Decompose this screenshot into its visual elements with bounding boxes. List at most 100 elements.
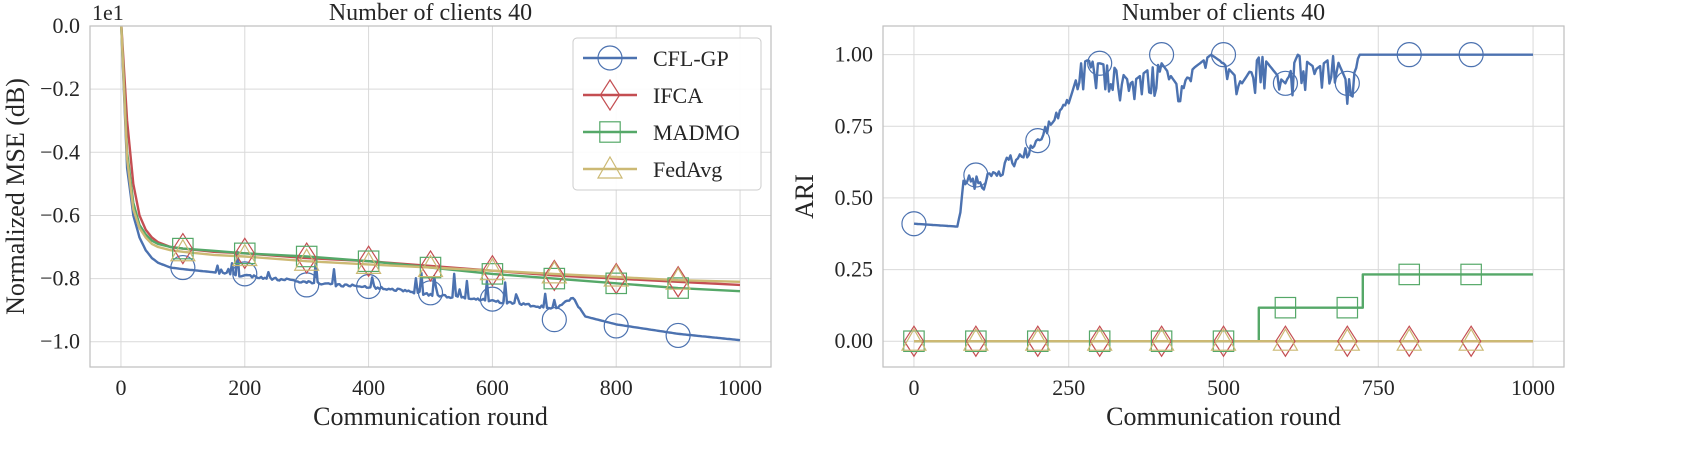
marker-fedavg [603, 263, 630, 287]
marker-madmo [1212, 330, 1235, 353]
marker-madmo [295, 245, 318, 268]
series-line-cfl-gp [913, 53, 1533, 228]
y-tick-label: −0.8 [40, 266, 80, 291]
marker-ifca [358, 245, 379, 278]
marker-ifca [544, 259, 565, 292]
y-tick-label: 0.25 [835, 257, 874, 282]
marker-madmo [481, 263, 504, 285]
marker-fedavg [1210, 328, 1237, 351]
y-tick-label: −1.0 [40, 329, 80, 354]
marker-fedavg [1396, 328, 1423, 351]
x-tick-label: 500 [1207, 375, 1240, 400]
x-tick-label: 250 [1052, 375, 1085, 400]
marker-cfl-gp [1087, 50, 1113, 76]
marker-fedavg [1272, 328, 1299, 351]
marker-madmo [1398, 263, 1421, 286]
legend-box [572, 37, 762, 191]
legend-label: CFL-GP [653, 46, 729, 71]
marker-ifca [1151, 325, 1172, 358]
marker-cfl-gp [232, 261, 258, 287]
legend-marker-madmo [599, 121, 621, 143]
marker-cfl-gp [665, 322, 691, 349]
marker-cfl-gp [170, 254, 196, 281]
marker-madmo [667, 277, 689, 299]
x-axis-label: Communication round [1106, 402, 1341, 431]
marker-madmo [1026, 330, 1049, 353]
marker-cfl-gp [355, 273, 382, 300]
x-tick-label: 800 [600, 375, 633, 400]
x-tick-label: 1000 [1511, 375, 1555, 400]
marker-cfl-gp [603, 313, 629, 339]
marker-madmo [172, 237, 194, 260]
x-tick-label: 200 [228, 375, 261, 400]
marker-fedavg [479, 257, 506, 281]
marker-madmo [965, 330, 987, 353]
marker-fedavg [900, 328, 927, 351]
marker-fedavg [417, 254, 444, 278]
marker-fedavg [231, 243, 258, 267]
marker-ifca [1213, 325, 1234, 358]
marker-madmo [1150, 330, 1173, 353]
marker-fedavg [541, 260, 568, 284]
legend-label: IFCA [653, 83, 703, 108]
y-tick-label: −0.6 [40, 202, 80, 227]
y-axis-label: Normalized MSE (dB) [1, 78, 30, 315]
marker-madmo [1336, 296, 1359, 319]
chart-title: Number of clients 40 [1122, 0, 1325, 26]
x-tick-label: 0 [115, 375, 126, 400]
marker-cfl-gp [1272, 70, 1299, 96]
legend: CFL-GP IFCA MADMO FedAvg [572, 37, 762, 191]
marker-fedavg [665, 266, 692, 290]
y-tick-label: 0.00 [835, 328, 874, 353]
marker-fedavg [1148, 328, 1175, 351]
marker-cfl-gp [1210, 42, 1237, 68]
marker-madmo [357, 250, 380, 273]
marker-ifca [1275, 325, 1296, 358]
marker-ifca [1027, 325, 1049, 358]
marker-ifca [172, 232, 194, 265]
y-tick-label: −0.2 [40, 76, 80, 101]
marker-fedavg [1024, 328, 1051, 351]
x-tick-label: 1000 [718, 375, 762, 400]
marker-ifca [1089, 325, 1110, 358]
left-panel-mse: 0 200 400 600 800 1000 0.0 −0.2 −0.4 −0.6 −0.8 −1.0… [1, 0, 772, 431]
marker-ifca [1337, 325, 1358, 358]
marker-ifca [234, 237, 256, 270]
marker-madmo [903, 330, 925, 353]
marker-ifca [296, 241, 317, 275]
marker-fedavg [293, 248, 320, 271]
legend-label: MADMO [653, 120, 740, 145]
plot-content [900, 42, 1533, 358]
axis-offset-label: 1e1 [92, 0, 124, 25]
marker-cfl-gp [901, 211, 927, 237]
legend-marker-cfl-gp [597, 45, 623, 71]
plot-frame [89, 25, 772, 368]
marker-fedavg [1458, 328, 1485, 351]
marker-ifca [965, 325, 987, 358]
y-tick-label: 0.50 [835, 185, 874, 210]
marker-cfl-gp [1396, 42, 1422, 68]
marker-ifca [903, 325, 925, 358]
marker-cfl-gp [1148, 42, 1175, 68]
marker-cfl-gp [479, 286, 506, 312]
marker-madmo [233, 242, 256, 265]
series-line-fedavg [120, 26, 741, 283]
x-tick-label: 600 [476, 375, 509, 400]
marker-cfl-gp [541, 307, 567, 333]
marker-fedavg [962, 328, 989, 351]
marker-ifca [1398, 325, 1420, 358]
plot-content [120, 26, 741, 349]
marker-fedavg [1334, 328, 1361, 351]
marker-madmo [1460, 263, 1482, 286]
chart-title: Number of clients 40 [329, 0, 532, 26]
marker-fedavg [1086, 328, 1113, 351]
right-panel-ari: 0 250 500 750 1000 0.00 0.25 0.50 0.75 1.00 Commun… [790, 0, 1565, 431]
marker-cfl-gp [1334, 70, 1360, 96]
marker-cfl-gp [963, 162, 989, 188]
plot-frame [882, 25, 1565, 368]
x-axis-label: Communication round [313, 402, 548, 431]
legend-marker-ifca [599, 78, 621, 112]
legend-label: FedAvg [653, 157, 722, 182]
y-tick-label: 1.00 [835, 42, 874, 67]
